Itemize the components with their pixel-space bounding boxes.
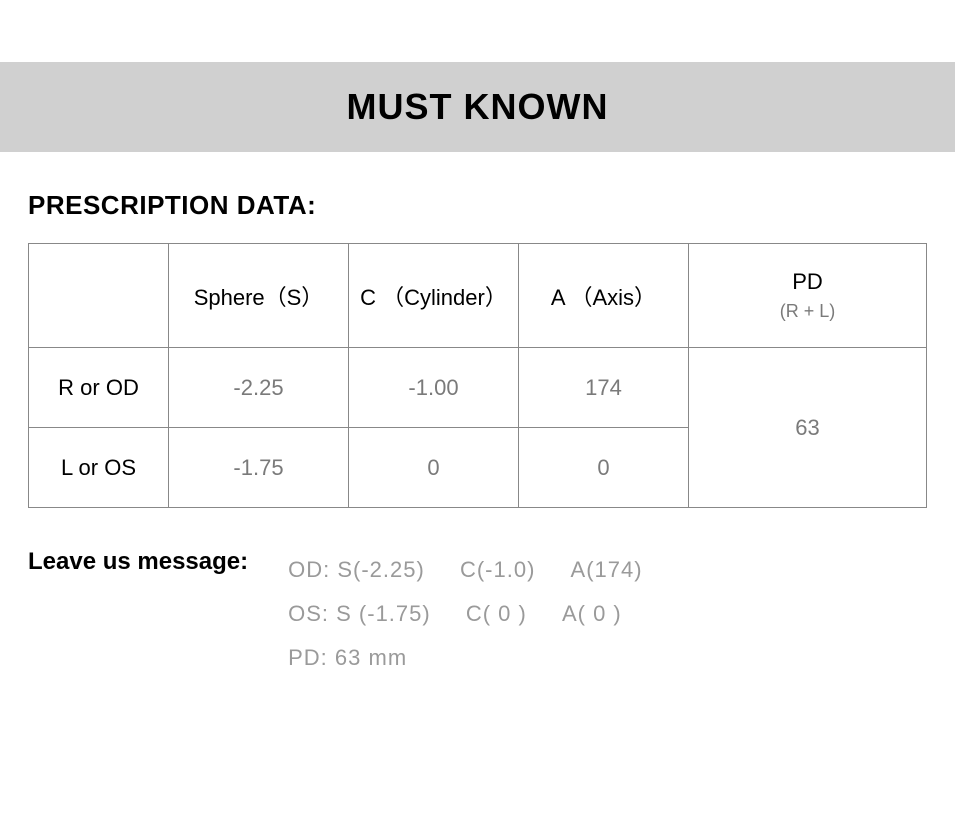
- message-seg: PD: 63 mm: [288, 636, 407, 680]
- section-title: PRESCRIPTION DATA:: [28, 190, 927, 221]
- banner-title: MUST KNOWN: [347, 86, 609, 128]
- message-seg: C(-1.0): [460, 548, 535, 592]
- message-line: OS: S (-1.75) C( 0 ) A( 0 ): [288, 592, 670, 636]
- message-seg: OD: S(-2.25): [288, 548, 425, 592]
- message-seg: C( 0 ): [466, 592, 527, 636]
- message-block: Leave us message: OD: S(-2.25) C(-1.0) A…: [28, 548, 927, 680]
- table-row: R or OD -2.25 -1.00 174 63: [29, 348, 927, 428]
- message-seg: A( 0 ): [562, 592, 622, 636]
- banner: MUST KNOWN: [0, 62, 955, 152]
- cell-od-sphere: -2.25: [169, 348, 349, 428]
- cell-pd: 63: [689, 348, 927, 508]
- row-label-os: L or OS: [29, 428, 169, 508]
- row-label-od: R or OD: [29, 348, 169, 428]
- col-header-sphere: Sphere（S）: [169, 244, 349, 348]
- message-lines: OD: S(-2.25) C(-1.0) A(174) OS: S (-1.75…: [288, 548, 670, 680]
- cell-os-cylinder: 0: [349, 428, 519, 508]
- message-seg: A(174): [571, 548, 643, 592]
- col-header-pd: PD (R + L): [689, 244, 927, 348]
- cell-od-cylinder: -1.00: [349, 348, 519, 428]
- col-header-cylinder: C （Cylinder）: [349, 244, 519, 348]
- cell-os-axis: 0: [519, 428, 689, 508]
- pd-header-main: PD: [689, 268, 926, 297]
- table-header-row: Sphere（S） C （Cylinder） A （Axis） PD (R + …: [29, 244, 927, 348]
- col-header-axis: A （Axis）: [519, 244, 689, 348]
- content-area: PRESCRIPTION DATA: Sphere（S） C （Cylinder…: [0, 190, 955, 680]
- pd-header-sub: (R + L): [689, 300, 926, 323]
- message-line: OD: S(-2.25) C(-1.0) A(174): [288, 548, 670, 592]
- message-label: Leave us message:: [28, 548, 248, 576]
- message-line: PD: 63 mm: [288, 636, 670, 680]
- cell-os-sphere: -1.75: [169, 428, 349, 508]
- prescription-table: Sphere（S） C （Cylinder） A （Axis） PD (R + …: [28, 243, 927, 508]
- message-seg: OS: S (-1.75): [288, 592, 431, 636]
- cell-od-axis: 174: [519, 348, 689, 428]
- col-header-blank: [29, 244, 169, 348]
